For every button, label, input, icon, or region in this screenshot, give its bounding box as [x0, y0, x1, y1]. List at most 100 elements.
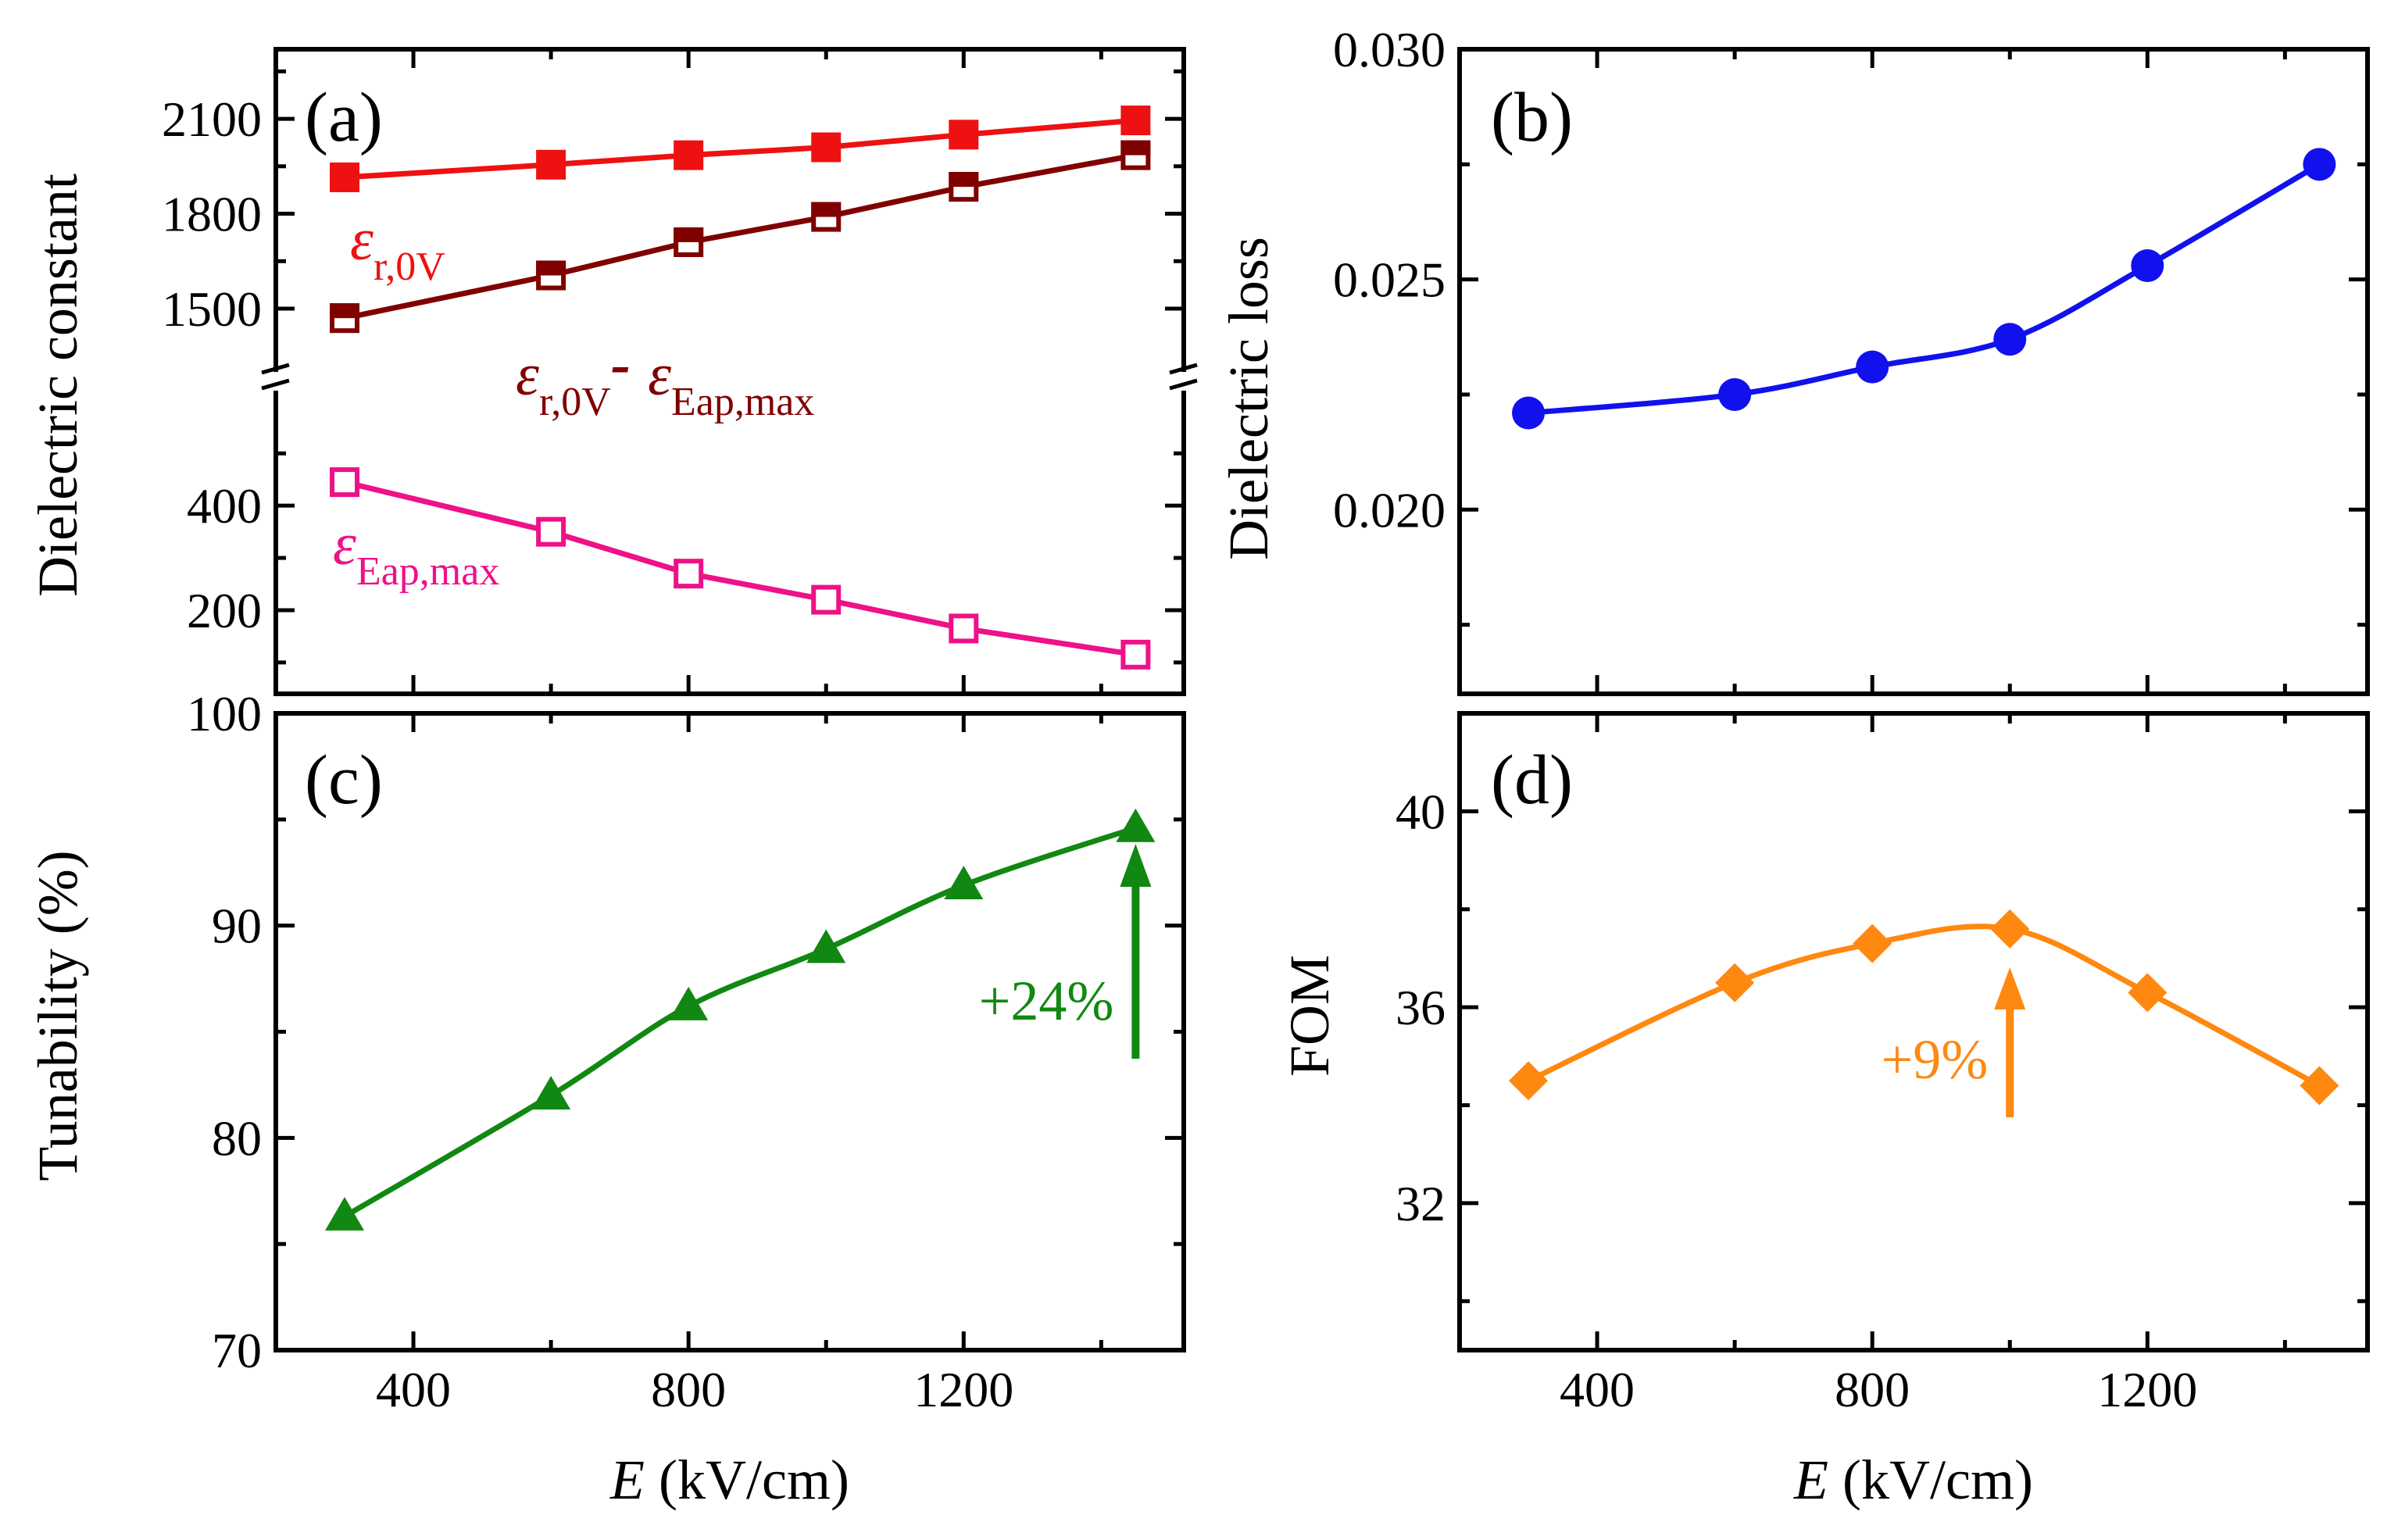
label-eps-diff-dash: - [611, 331, 631, 397]
annotation-text: +9% [1882, 1028, 1989, 1091]
x-tick-label: 800 [651, 1362, 726, 1417]
data-point-b0-5 [2303, 148, 2336, 181]
data-point-a1-2-fill [674, 227, 704, 242]
y-tick-label: 200 [187, 583, 262, 638]
panel-b-ylabel: Dielectric loss [1217, 237, 1280, 560]
y-tick-label: 80 [212, 1110, 262, 1166]
y-tick-label: 2100 [162, 91, 262, 147]
data-point-a2-0 [330, 467, 360, 498]
panel-a-series [330, 105, 1151, 670]
panel-b-frame [1457, 47, 2370, 696]
data-point-a1-4 [949, 172, 979, 202]
y-tick-label: 0.030 [1333, 22, 1446, 77]
label-eps-r0v-sub: r,0V [373, 245, 445, 289]
panel-b-ytick-labels: 0.020 0.025 0.030 [1333, 22, 1446, 538]
y-tick-label: 1500 [162, 281, 262, 337]
y-tick-label: 100 [187, 686, 262, 741]
y-tick-label: 400 [187, 478, 262, 534]
data-point-a1-5 [1120, 140, 1151, 170]
y-tick-label: 70 [212, 1323, 262, 1378]
data-point-c0-3 [806, 929, 846, 963]
data-point-b0-4 [2131, 248, 2164, 282]
data-point-a0-0 [330, 162, 360, 192]
data-point-a0-1 [536, 149, 566, 180]
data-point-a2-3 [811, 584, 842, 615]
panel-b-label: (b) [1491, 79, 1573, 156]
panel-d-ytick-labels: 32 36 40 [1396, 784, 1446, 1231]
data-point-d0-3 [1990, 909, 2030, 949]
annotation-arrow-head [1994, 967, 2026, 1009]
panel-a-label: (a) [305, 79, 383, 156]
data-point-c0-5 [1116, 808, 1156, 842]
label-eps-r0v-symbol: ε [350, 207, 373, 273]
data-point-c0-0 [325, 1196, 365, 1231]
data-point-a2-5 [1120, 639, 1151, 670]
panel-c-xlabel-unit: (kV/cm) [645, 1449, 849, 1511]
panel-b: 0.020 0.025 0.030 (b) Dielectric loss [1217, 22, 2370, 696]
data-point-a2-2 [674, 559, 704, 589]
data-point-a1-1 [536, 260, 566, 291]
panel-a-frame [273, 47, 1186, 696]
data-point-a1-5-fill [1120, 140, 1151, 155]
panel-c-series [325, 808, 1156, 1231]
panel-b-ticks [1460, 47, 2368, 694]
label-eps-diff-symbol-2: ε [648, 342, 671, 408]
y-tick-label: 32 [1396, 1176, 1446, 1231]
y-tick-label: 0.025 [1333, 252, 1446, 308]
data-point-a2-4 [949, 613, 979, 644]
panel-b-series [1512, 148, 2336, 430]
label-eps-diff-sub-2: Eap,max [671, 380, 814, 424]
data-point-c0-1 [531, 1076, 571, 1109]
label-eps-eap-symbol: ε [333, 512, 356, 577]
panel-d: 32 36 40 400 800 1200 (d) FOM +9% E (kV/cm) [1278, 711, 2370, 1511]
data-point-b0-0 [1512, 396, 1546, 430]
series-line-c0 [343, 825, 1137, 1219]
panel-d-label: (d) [1491, 741, 1573, 819]
label-eps-difference: εr,0V-εEap,max [516, 331, 814, 424]
series-line-a1 [344, 152, 1137, 321]
data-point-a1-3 [811, 202, 842, 232]
panel-a-ticks [276, 49, 1184, 694]
y-tick-label: 40 [1396, 784, 1446, 839]
data-point-a0-3 [811, 132, 842, 163]
data-point-c0-2 [669, 986, 709, 1020]
panel-c-xlabel: E (kV/cm) [609, 1449, 849, 1511]
label-eps-r0v: εr,0V [350, 207, 445, 289]
panel-d-frame [1457, 711, 2370, 1352]
series-line-d0 [1527, 924, 2321, 1088]
panel-c-label: (c) [305, 741, 383, 819]
panel-d-xlabel-unit: (kV/cm) [1828, 1449, 2033, 1511]
data-point-a1-3-fill [811, 202, 842, 217]
panel-a-ytick-labels: 1500 1800 2100 200 400 [162, 91, 262, 638]
data-point-a0-5 [1120, 105, 1151, 136]
label-eps-eap-sub: Eap,max [356, 549, 499, 594]
data-point-a1-4-fill [949, 172, 979, 188]
panel-d-xlabel: E (kV/cm) [1793, 1449, 2033, 1511]
label-eps-diff-symbol-1: ε [516, 342, 539, 408]
panel-c-ytick-labels: 70 80 90 100 [187, 686, 262, 1378]
panel-d-xlabel-var: E [1793, 1449, 1828, 1511]
y-tick-label: 36 [1396, 980, 1446, 1035]
x-tick-label: 1200 [913, 1362, 1013, 1417]
label-eps-diff-sub-1: r,0V [539, 380, 611, 424]
data-point-a0-4 [949, 120, 979, 150]
y-tick-label: 1800 [162, 187, 262, 242]
panel-a-ylabel: Dielectric constant [27, 173, 89, 597]
data-point-a1-2 [674, 227, 704, 257]
series-line-a0 [344, 117, 1136, 180]
panel-d-xtick-labels: 400 800 1200 [1560, 1362, 2197, 1417]
data-point-a1-0-fill [330, 303, 360, 319]
data-point-a1-1-fill [536, 260, 566, 276]
data-point-b0-3 [1993, 323, 2027, 356]
data-point-c0-4 [944, 866, 984, 900]
panel-c-annotation: +24% [979, 844, 1152, 1059]
x-tick-label: 400 [1560, 1362, 1635, 1417]
series-line-b0 [1528, 162, 2321, 416]
data-point-d0-4 [2128, 973, 2167, 1013]
x-tick-label: 400 [376, 1362, 451, 1417]
panel-c-ylabel: Tunability (%) [27, 850, 89, 1181]
panel-a-break-left [261, 363, 290, 391]
panel-c-xtick-labels: 400 800 1200 [376, 1362, 1013, 1417]
